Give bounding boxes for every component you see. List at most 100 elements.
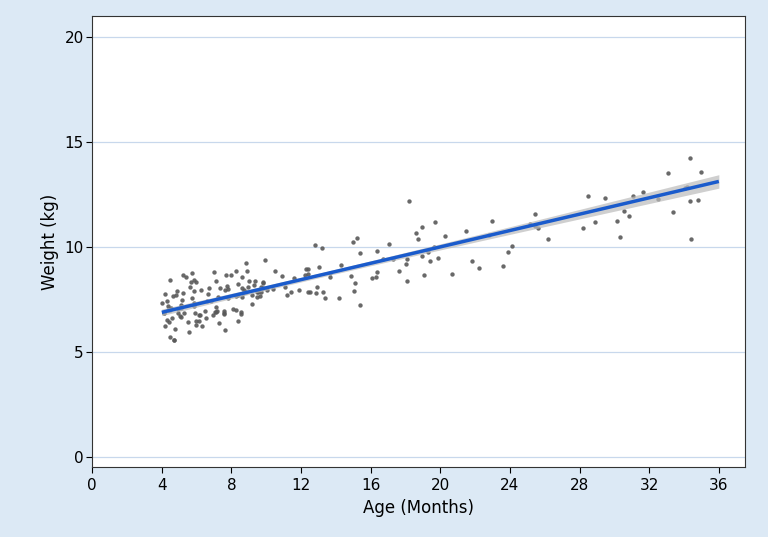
Point bbox=[611, 217, 623, 226]
Point bbox=[210, 307, 223, 316]
Point bbox=[370, 247, 382, 256]
Point bbox=[529, 222, 541, 230]
Point bbox=[259, 256, 271, 265]
Point bbox=[428, 243, 440, 251]
Point bbox=[185, 278, 197, 286]
Point bbox=[161, 316, 173, 324]
Point bbox=[237, 293, 249, 302]
Point bbox=[162, 302, 174, 310]
Point bbox=[354, 300, 366, 309]
Point bbox=[163, 318, 175, 326]
Point bbox=[190, 277, 203, 286]
Point bbox=[200, 314, 213, 322]
Point bbox=[416, 223, 429, 231]
Point bbox=[681, 183, 694, 191]
Point bbox=[177, 289, 189, 297]
Point bbox=[188, 276, 200, 285]
Point bbox=[319, 293, 331, 302]
Point bbox=[667, 208, 679, 216]
Point bbox=[197, 322, 209, 330]
Point bbox=[350, 234, 362, 242]
Point bbox=[623, 212, 635, 220]
Point bbox=[209, 308, 221, 316]
Point bbox=[255, 287, 267, 296]
Point bbox=[316, 288, 329, 297]
Point bbox=[246, 300, 258, 308]
Point bbox=[174, 311, 186, 320]
Point bbox=[237, 286, 250, 294]
Point bbox=[323, 268, 336, 277]
Point bbox=[187, 286, 200, 295]
Point bbox=[214, 284, 227, 293]
Point bbox=[692, 195, 704, 204]
Point bbox=[172, 304, 184, 313]
Point bbox=[415, 252, 428, 260]
Point bbox=[218, 310, 230, 318]
Point bbox=[303, 288, 315, 296]
Point bbox=[299, 271, 311, 280]
Point bbox=[157, 309, 170, 318]
Point bbox=[276, 272, 288, 280]
Point bbox=[401, 255, 413, 263]
Point bbox=[506, 242, 518, 250]
Point bbox=[240, 287, 252, 296]
Point bbox=[637, 187, 649, 196]
Point bbox=[483, 230, 495, 239]
Point bbox=[205, 297, 217, 306]
Point bbox=[387, 255, 399, 263]
Point bbox=[193, 317, 205, 326]
Point bbox=[257, 278, 270, 286]
Point bbox=[348, 286, 360, 295]
Point bbox=[685, 235, 697, 243]
Point bbox=[250, 287, 263, 296]
Point bbox=[424, 256, 436, 265]
Point bbox=[432, 254, 444, 263]
Point bbox=[213, 319, 225, 328]
Point bbox=[210, 277, 222, 285]
Point bbox=[241, 267, 253, 275]
Point bbox=[188, 308, 200, 317]
Point bbox=[227, 305, 240, 314]
Point bbox=[222, 285, 234, 293]
Point bbox=[168, 325, 180, 333]
Point bbox=[207, 268, 220, 277]
Point bbox=[422, 248, 434, 256]
Point bbox=[266, 285, 279, 294]
Point bbox=[316, 243, 328, 252]
Point bbox=[502, 248, 514, 256]
Point bbox=[280, 283, 292, 292]
Point bbox=[240, 259, 253, 267]
Point bbox=[281, 291, 293, 300]
Point bbox=[170, 287, 183, 296]
Point bbox=[183, 328, 195, 336]
Point bbox=[377, 255, 389, 264]
Point bbox=[614, 233, 626, 241]
Point bbox=[542, 235, 554, 243]
Point bbox=[207, 310, 220, 319]
Point bbox=[370, 267, 382, 276]
Point bbox=[177, 271, 189, 279]
Point bbox=[172, 309, 184, 317]
Point bbox=[392, 267, 405, 275]
Point bbox=[249, 277, 261, 285]
Point bbox=[174, 300, 187, 309]
Point bbox=[627, 192, 639, 201]
Point bbox=[288, 273, 300, 282]
Point bbox=[531, 223, 544, 232]
Point bbox=[220, 271, 232, 279]
Point bbox=[178, 309, 190, 317]
Point bbox=[402, 196, 415, 205]
Point bbox=[222, 293, 234, 302]
Point bbox=[346, 272, 358, 280]
Point bbox=[180, 273, 192, 281]
Point bbox=[232, 279, 244, 288]
Point bbox=[159, 290, 171, 299]
Point bbox=[190, 317, 202, 325]
Point bbox=[618, 207, 631, 216]
Point bbox=[524, 220, 536, 228]
Point bbox=[310, 283, 323, 292]
Point bbox=[198, 307, 210, 315]
Point bbox=[472, 264, 485, 273]
Point bbox=[445, 270, 458, 279]
Point bbox=[313, 263, 325, 271]
